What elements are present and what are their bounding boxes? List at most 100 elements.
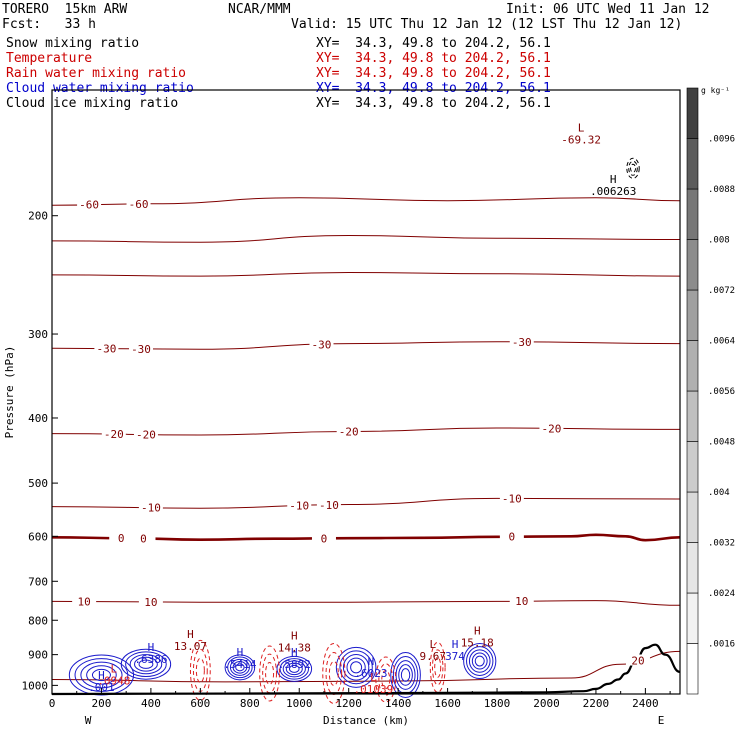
rain-water-contour [630, 163, 637, 173]
cloud-water-contour [227, 656, 253, 679]
rain-water-contour [189, 639, 211, 701]
field-name-snow: Snow mixing ratio [6, 36, 140, 51]
colorbar-level-label: .008 [708, 236, 730, 246]
contour-label-bg [509, 595, 534, 607]
x-end-label-east: E [658, 714, 665, 727]
colorbar-swatch [686, 542, 699, 594]
x-tick-label: 1000 [286, 697, 313, 710]
contour-label: -30 [312, 339, 332, 352]
x-tick-label: 1400 [385, 697, 412, 710]
contour-label: -20 [104, 428, 124, 441]
colorbar-swatch [686, 441, 699, 493]
extremum-value: .6023 [354, 667, 387, 680]
plot-frame [51, 89, 681, 695]
rain-water-contour [192, 648, 208, 692]
cloud-water-contour [350, 661, 363, 674]
cloud-water-contour [468, 649, 491, 673]
colorbar-level-label: .0048 [708, 438, 735, 448]
extremum-value: .6386 [134, 653, 167, 666]
cloud-water-contour [86, 665, 117, 685]
extremum-value: .001 [88, 681, 115, 694]
field-xy-cloud-water: XY= 34.3, 49.8 to 204.2, 56.1 [316, 81, 551, 96]
extremum-marker: H [368, 655, 375, 668]
colorbar-level-label: .0064 [708, 337, 735, 347]
extremum-marker: H [237, 646, 244, 659]
extremum-marker: L [429, 638, 436, 651]
y-tick-label: 800 [28, 614, 48, 627]
x-tick-label: 600 [190, 697, 210, 710]
cloud-water-contour [279, 658, 309, 680]
colorbar-swatch [686, 289, 699, 341]
x-axis-title: Distance (km) [323, 714, 409, 727]
contour-label-bg [72, 595, 97, 607]
rain-water-contour [328, 660, 339, 686]
contour-label-bg [336, 425, 361, 437]
cloud-water-contour [129, 654, 163, 675]
contour-label-bg [131, 532, 156, 544]
contour-label-bg [109, 532, 134, 544]
colorbar-level-label: .0016 [708, 640, 735, 650]
extremum-marker: H [610, 173, 617, 186]
colorbar-swatch [686, 239, 699, 291]
contour-label-bg [316, 498, 341, 510]
contour-label-bg [311, 532, 336, 544]
contour-label: 10 [78, 596, 91, 609]
x-tick-label: 0 [49, 697, 56, 710]
contour-label-bg [509, 335, 534, 347]
rain-water-contour [626, 157, 640, 179]
extremum-value: -69.32 [561, 133, 601, 146]
x-tick-label: 2000 [533, 697, 560, 710]
contour-label: 0 [321, 532, 328, 545]
x-tick-label: 200 [92, 697, 112, 710]
y-tick-label: 900 [28, 649, 48, 662]
contour-label-bg [499, 530, 524, 542]
cloud-water-contour [466, 646, 494, 676]
x-tick-label: 1800 [484, 697, 511, 710]
contour-label: 20 [631, 655, 644, 668]
field-name-cloud-ice: Cloud ice mixing ratio [6, 96, 179, 111]
y-tick-label: 400 [28, 412, 48, 425]
contour-label: 10 [144, 596, 157, 609]
cloud-water-contour [398, 664, 413, 686]
cloud-water-contour [125, 651, 167, 677]
rain-water-contour [375, 656, 397, 703]
contour-label-bg [287, 499, 312, 511]
contour-label-bg [126, 197, 151, 209]
colorbar-swatch [686, 390, 699, 442]
colorbar-level-label: .0088 [708, 185, 735, 195]
contour-label-bg [539, 422, 564, 434]
field-xy-cloud-ice: XY= 34.3, 49.8 to 204.2, 56.1 [316, 96, 551, 111]
cloud-water-contour [288, 664, 300, 673]
cloud-water-contour [390, 651, 421, 698]
extremum-value: .01039 [354, 683, 394, 696]
extremum-value: 14.38 [278, 642, 311, 655]
cloud-water-contour [342, 654, 370, 681]
field-xy-rain: XY= 34.3, 49.8 to 204.2, 56.1 [316, 66, 551, 81]
extremum-marker: H [98, 669, 105, 682]
contour-label: -10 [141, 502, 161, 515]
contour-label-bg [77, 198, 102, 210]
extremum-marker: H [474, 625, 481, 638]
axes: 0 200 400 600 800 1000 1200 1400 1600 1800 2000 220… [3, 89, 681, 727]
extremum-value: .5414 [223, 658, 256, 671]
model-name: TORERO 15km ARW [2, 2, 128, 17]
cloud-water-contour [463, 643, 497, 680]
rain-water-contour [429, 641, 446, 693]
contour-label: -60 [79, 199, 99, 212]
x-tick-label: 2200 [583, 697, 610, 710]
rain-water-contour [628, 160, 638, 176]
y-tick-label: 300 [28, 328, 48, 341]
contour-label: -30 [96, 343, 116, 356]
extremum-value: 15.18 [461, 637, 494, 650]
cloud-water-contour [232, 661, 248, 674]
temperature-contour-20 [51, 650, 681, 683]
temperature-contour--40 [51, 271, 681, 277]
x-tick-label: 400 [141, 697, 161, 710]
colorbar-swatch [686, 87, 699, 139]
rain-water-contour [322, 642, 346, 704]
contour-label: -10 [319, 499, 339, 512]
rain-water-contour [195, 657, 205, 683]
cloud-water-contour [224, 654, 256, 681]
cloud-water-contour [276, 655, 313, 682]
field-name-cloud-water: Cloud water mixing ratio [6, 81, 194, 96]
